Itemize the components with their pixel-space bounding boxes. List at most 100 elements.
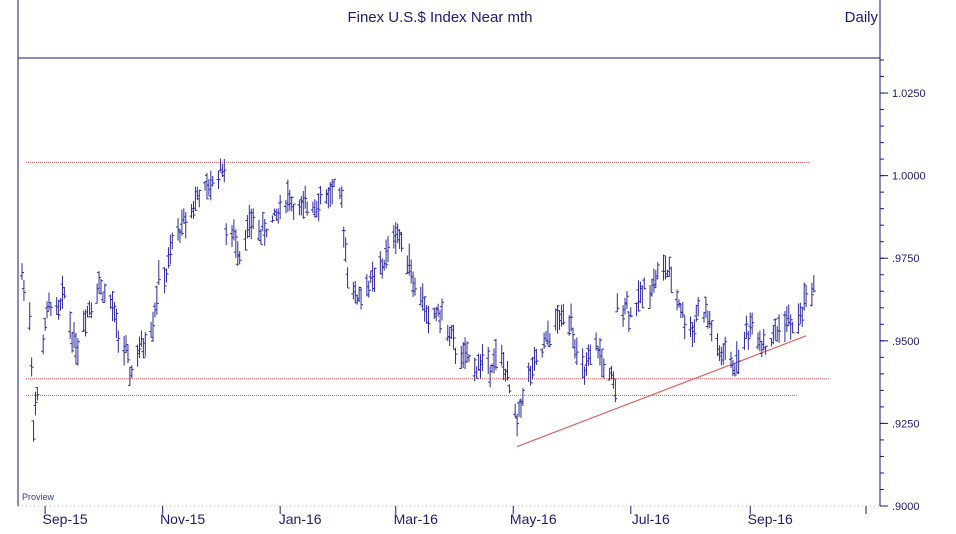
chart-title: Finex U.S.$ Index Near mth — [347, 9, 532, 26]
price-bar — [62, 286, 67, 299]
price-bar — [337, 187, 342, 200]
price-bar — [594, 332, 599, 351]
price-bar — [515, 413, 520, 437]
price-bar — [114, 308, 119, 338]
price-bar — [122, 336, 127, 366]
price-bar — [596, 345, 601, 359]
price-bar — [152, 302, 157, 318]
price-bar — [332, 178, 337, 188]
price-bar — [149, 321, 154, 338]
price-bar — [399, 232, 404, 252]
price-bar — [262, 218, 267, 246]
price-bar — [380, 258, 385, 279]
price-bar — [301, 190, 306, 219]
price-bar — [299, 196, 304, 216]
price-bar — [721, 343, 726, 365]
price-bar — [289, 196, 294, 212]
price-bar — [391, 225, 396, 249]
price-bar — [97, 271, 102, 294]
y-tick-label: .9750 — [892, 253, 920, 265]
price-bar — [116, 330, 121, 353]
price-bar — [31, 420, 36, 442]
price-bar — [305, 201, 310, 216]
reference-lines — [26, 161, 830, 448]
price-bar — [364, 274, 369, 297]
price-bar — [459, 345, 464, 370]
price-bar — [274, 208, 279, 221]
x-tick-label: Mar-16 — [394, 511, 439, 527]
price-bar — [811, 275, 816, 293]
price-bar — [597, 338, 602, 366]
price-bar — [326, 187, 331, 209]
price-bar — [48, 302, 53, 317]
price-bar — [154, 285, 159, 315]
price-bar — [465, 341, 470, 363]
price-bar — [628, 307, 633, 318]
price-bar — [197, 189, 202, 208]
price-bar — [60, 275, 65, 309]
price-bar — [534, 348, 539, 365]
price-bar — [466, 354, 471, 362]
price-bar — [649, 278, 654, 297]
price-bar — [476, 353, 481, 371]
price-bar — [409, 259, 414, 284]
price-bar — [256, 219, 261, 241]
price-bar — [567, 315, 572, 336]
price-bar — [436, 303, 441, 317]
price-bar — [33, 391, 38, 416]
price-bar — [802, 282, 807, 311]
price-bar — [75, 338, 80, 366]
price-bar — [46, 292, 51, 311]
y-tick-label: 1.0250 — [892, 88, 926, 100]
price-bar — [330, 178, 335, 205]
price-bar — [582, 366, 587, 385]
price-bar — [601, 358, 606, 379]
price-bar — [520, 388, 525, 407]
price-bar — [43, 317, 48, 331]
price-bar — [420, 283, 425, 311]
price-bar — [692, 319, 697, 343]
price-bar — [663, 256, 668, 280]
price-bar — [586, 344, 591, 366]
price-bar — [21, 280, 26, 301]
price-bar — [343, 237, 348, 263]
price-bar — [102, 283, 107, 303]
price-bar — [418, 286, 423, 305]
price-bar — [85, 305, 90, 318]
price-bar — [613, 379, 618, 403]
price-bar — [709, 320, 714, 342]
price-bar — [432, 307, 437, 319]
price-bar — [276, 208, 281, 224]
price-bar — [634, 302, 639, 317]
frequency-label: Daily — [845, 9, 879, 26]
price-bar — [540, 348, 545, 358]
price-bar — [382, 259, 387, 271]
price-bar — [530, 356, 535, 380]
price-bar — [195, 186, 200, 201]
price-bar — [434, 306, 439, 322]
price-bar — [372, 267, 377, 293]
price-bar — [324, 189, 329, 204]
price-bar — [553, 308, 558, 331]
price-bars — [20, 158, 816, 442]
price-bar — [278, 194, 283, 220]
price-bar — [503, 368, 508, 382]
price-bar — [445, 325, 450, 342]
price-bar — [492, 348, 497, 374]
price-bar — [505, 360, 510, 381]
price-bar — [761, 329, 766, 351]
price-bar — [501, 351, 506, 380]
price-bar — [100, 292, 105, 304]
price-bar — [474, 366, 479, 379]
price-bar — [249, 208, 254, 240]
price-bar — [407, 243, 412, 276]
price-bar — [287, 189, 292, 211]
price-bar — [682, 315, 687, 340]
price-bar — [640, 285, 645, 309]
price-bar — [54, 296, 59, 315]
price-bar — [168, 234, 173, 265]
price-bar — [270, 215, 275, 223]
price-bar — [544, 331, 549, 343]
price-bar — [678, 303, 683, 319]
price-bar — [222, 158, 227, 183]
